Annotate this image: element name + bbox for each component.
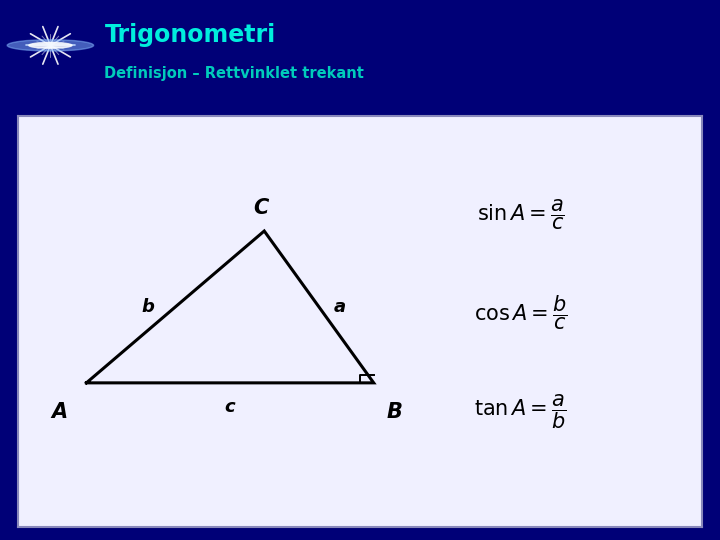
- Text: A: A: [51, 402, 67, 422]
- Text: b: b: [142, 298, 154, 316]
- Text: $\sin A = \dfrac{a}{c}$: $\sin A = \dfrac{a}{c}$: [477, 197, 564, 232]
- Text: C: C: [253, 198, 269, 219]
- Circle shape: [7, 40, 94, 51]
- Circle shape: [29, 43, 72, 48]
- Text: Trigonometri: Trigonometri: [104, 23, 276, 47]
- Text: Definisjon – Rettvinklet trekant: Definisjon – Rettvinklet trekant: [104, 66, 364, 81]
- Text: c: c: [225, 399, 235, 416]
- Text: $\cos A = \dfrac{b}{c}$: $\cos A = \dfrac{b}{c}$: [474, 294, 567, 332]
- Text: a: a: [333, 298, 346, 316]
- Text: B: B: [386, 402, 402, 422]
- Text: $\tan A = \dfrac{a}{b}$: $\tan A = \dfrac{a}{b}$: [474, 393, 567, 431]
